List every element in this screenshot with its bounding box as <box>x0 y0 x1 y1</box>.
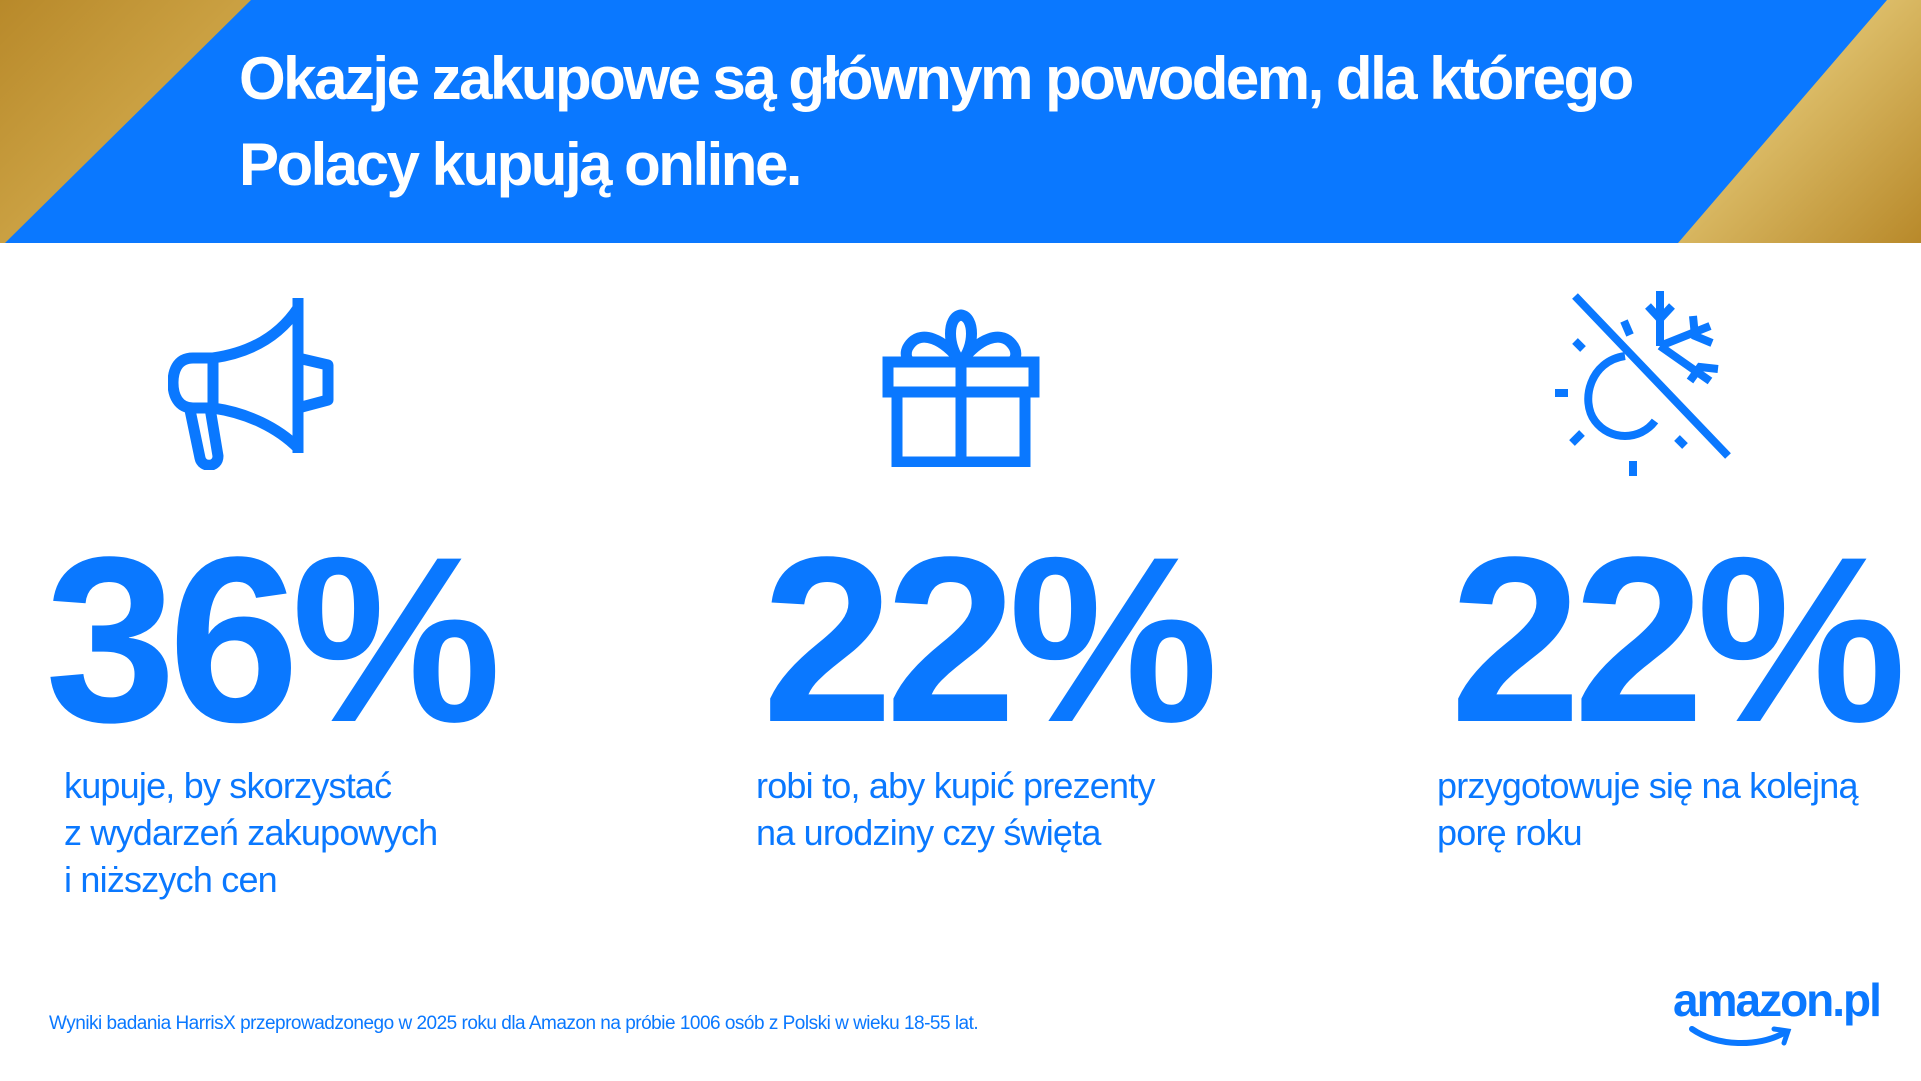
page-title: Okazje zakupowe są głównym powodem, dla … <box>239 36 1739 208</box>
logo-text: amazon.pl <box>1673 974 1882 1026</box>
desc-line: robi to, aby kupić prezenty <box>756 765 1155 806</box>
header-banner <box>5 0 1887 243</box>
stat-value-1: 36% <box>45 508 501 772</box>
season-change-icon <box>1555 291 1731 476</box>
stat-description-1: kupuje, by skorzystać z wydarzeń zakupow… <box>64 762 438 903</box>
desc-line: przygotowuje się na kolejną <box>1437 765 1858 806</box>
smile-arrow-icon <box>1689 1026 1792 1047</box>
stat-value-2: 22% <box>762 508 1218 772</box>
title-line-2: Polacy kupują online. <box>239 131 802 198</box>
stat-value-3: 22% <box>1450 508 1906 772</box>
desc-line: kupuje, by skorzystać <box>64 765 392 806</box>
desc-line: na urodziny czy święta <box>756 812 1101 853</box>
desc-line: porę roku <box>1437 812 1583 853</box>
gift-icon <box>882 309 1040 467</box>
megaphone-icon <box>168 298 334 470</box>
amazon-logo: amazon.pl <box>1673 974 1882 1047</box>
source-note: Wyniki badania HarrisX przeprowadzonego … <box>49 1013 979 1034</box>
title-line-1: Okazje zakupowe są głównym powodem, dla … <box>239 45 1634 112</box>
desc-line: z wydarzeń zakupowych <box>64 812 438 853</box>
stat-description-2: robi to, aby kupić prezenty na urodziny … <box>756 762 1155 856</box>
desc-line: i niższych cen <box>64 859 278 900</box>
stat-description-3: przygotowuje się na kolejną porę roku <box>1437 762 1858 856</box>
